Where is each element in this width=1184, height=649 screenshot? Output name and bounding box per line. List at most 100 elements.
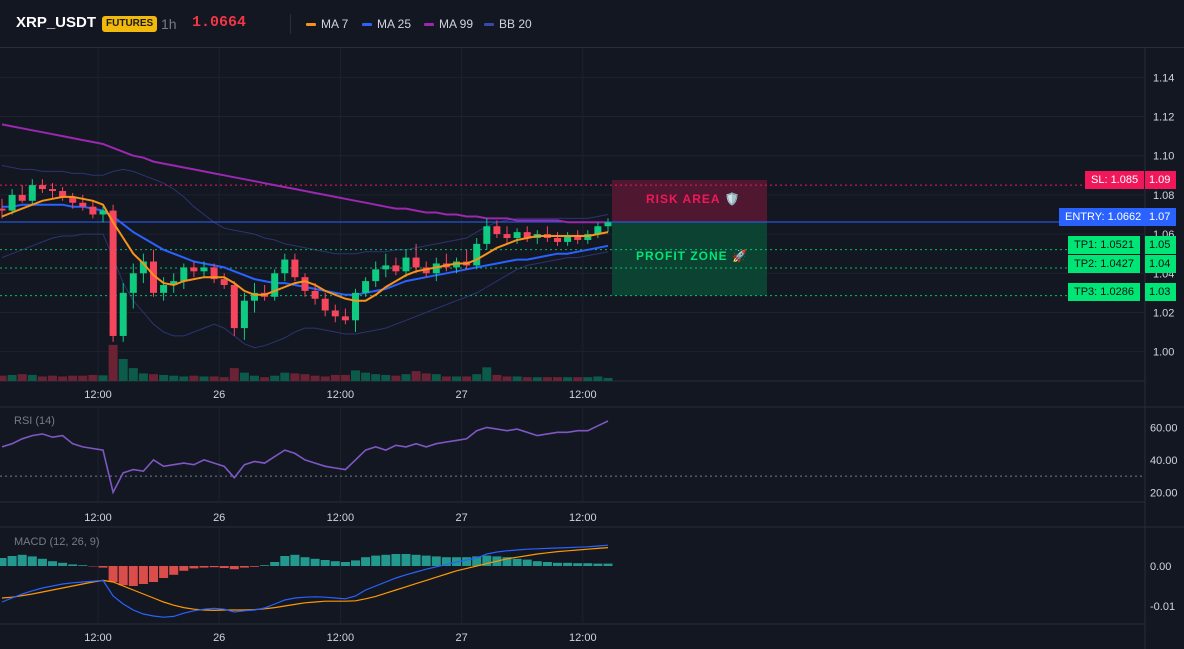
- macd-histogram-bar: [361, 557, 371, 566]
- candle-body: [180, 267, 188, 282]
- macd-histogram-bar: [128, 566, 138, 586]
- volume-bar: [573, 377, 583, 381]
- take-profit-1-tag[interactable]: TP1: 1.0521: [1068, 236, 1140, 254]
- volume-bar: [603, 377, 613, 381]
- macd-histogram-bar: [27, 556, 37, 566]
- volume-bar: [553, 377, 562, 381]
- last-price: 1.0664: [192, 14, 247, 31]
- volume-bar: [330, 374, 340, 381]
- candle-body: [554, 238, 561, 242]
- macd-histogram-bar: [189, 566, 199, 569]
- macd-histogram-bar: [553, 562, 562, 566]
- entry-tag[interactable]: ENTRY: 1.0662: [1059, 208, 1148, 226]
- macd-histogram-bar: [229, 566, 239, 570]
- macd-histogram-bar: [0, 558, 7, 566]
- time-axis-tick: 12:00: [327, 632, 355, 644]
- macd-histogram-bar: [512, 558, 522, 566]
- volume-bar: [401, 374, 411, 381]
- candle-body: [382, 265, 390, 270]
- macd-histogram-bar: [7, 556, 17, 566]
- macd-histogram-bar: [462, 557, 472, 566]
- volume-bar: [593, 376, 603, 381]
- volume-bar: [542, 377, 552, 381]
- candle-body: [220, 279, 228, 286]
- legend-ma7-label: MA 7: [321, 17, 349, 31]
- take-profit-2-tag[interactable]: TP2: 1.0427: [1068, 255, 1140, 273]
- stop-loss-axis-tag: 1.09: [1145, 171, 1177, 189]
- candle-body: [291, 259, 299, 278]
- candle-body: [210, 267, 218, 280]
- legend-ma99-label: MA 99: [439, 17, 474, 31]
- line-swatch-icon: [424, 23, 434, 27]
- macd-histogram-bar: [330, 561, 340, 566]
- time-axis-tick: 27: [455, 632, 467, 644]
- candle-body: [341, 316, 349, 321]
- time-axis-tick: 27: [455, 389, 467, 401]
- macd-histogram-bar: [421, 555, 431, 566]
- candle-body: [372, 269, 380, 282]
- macd-histogram-bar: [78, 565, 88, 566]
- chart-header: XRP_USDT FUTURES 1h 1.0664 MA 7 MA 25 MA…: [0, 0, 1184, 48]
- line-swatch-icon: [306, 23, 316, 27]
- legend-ma25[interactable]: MA 25: [362, 16, 411, 32]
- candle-body: [99, 210, 107, 215]
- macd-histogram-bar: [340, 562, 350, 566]
- candle-body: [8, 194, 16, 211]
- macd-histogram-bar: [502, 557, 512, 566]
- candle-body: [200, 267, 208, 272]
- macd-histogram-bar: [603, 563, 613, 566]
- legend-bb20-label: BB 20: [499, 17, 532, 31]
- legend-ma99[interactable]: MA 99: [424, 16, 473, 32]
- volume-bar: [482, 367, 492, 381]
- volume-bar: [351, 370, 360, 381]
- candle-body: [170, 281, 178, 286]
- volume-bar: [361, 372, 371, 381]
- legend-ma7[interactable]: MA 7: [306, 16, 348, 32]
- stop-loss-tag[interactable]: SL: 1.085: [1085, 171, 1145, 189]
- time-axis-tick: 12:00: [569, 512, 597, 524]
- volume-bar: [37, 376, 47, 381]
- time-axis-tick: 26: [213, 512, 225, 524]
- volume-bar: [7, 374, 17, 381]
- volume-bar: [17, 374, 27, 381]
- candle-body: [38, 185, 46, 190]
- candle-body: [513, 232, 521, 239]
- symbol-name[interactable]: XRP_USDT: [16, 14, 97, 31]
- candle-body: [331, 310, 339, 317]
- line-swatch-icon: [484, 23, 494, 27]
- price-axis-tick: 1.10: [1153, 151, 1174, 163]
- time-axis-tick: 26: [213, 632, 225, 644]
- macd-histogram-bar: [280, 556, 290, 566]
- volume-bar: [0, 375, 7, 381]
- volume-bar: [250, 375, 259, 381]
- candle-body: [190, 267, 198, 272]
- volume-bar: [512, 376, 522, 381]
- macd-histogram-bar: [583, 563, 593, 566]
- bollinger-lower-line: [1, 233, 609, 349]
- macd-histogram-bar: [391, 554, 401, 566]
- volume-bar: [229, 368, 239, 381]
- volume-bar: [381, 374, 391, 381]
- volume-bar: [502, 376, 512, 381]
- candle-body: [49, 189, 56, 191]
- volume-bar: [108, 344, 118, 381]
- candle-body: [59, 190, 67, 197]
- macd-histogram-bar: [310, 558, 320, 566]
- candle-body: [240, 300, 248, 329]
- take-profit-3-tag[interactable]: TP3: 1.0286: [1068, 283, 1140, 301]
- candle-body: [352, 292, 359, 321]
- time-axis-tick: 12:00: [84, 632, 112, 644]
- timeframe-button[interactable]: 1h: [161, 16, 177, 32]
- candle-body: [574, 236, 582, 240]
- macd-histogram-bar: [411, 554, 421, 566]
- candle-body: [483, 226, 491, 244]
- volume-bar: [118, 358, 128, 381]
- legend-bb20[interactable]: BB 20: [484, 16, 532, 32]
- ma99-line: [1, 123, 608, 224]
- macd-histogram-bar: [98, 566, 108, 568]
- macd-histogram-bar: [290, 554, 300, 566]
- volume-bar: [199, 376, 209, 381]
- time-axis-tick: 12:00: [327, 389, 355, 401]
- macd-histogram-bar: [542, 562, 552, 566]
